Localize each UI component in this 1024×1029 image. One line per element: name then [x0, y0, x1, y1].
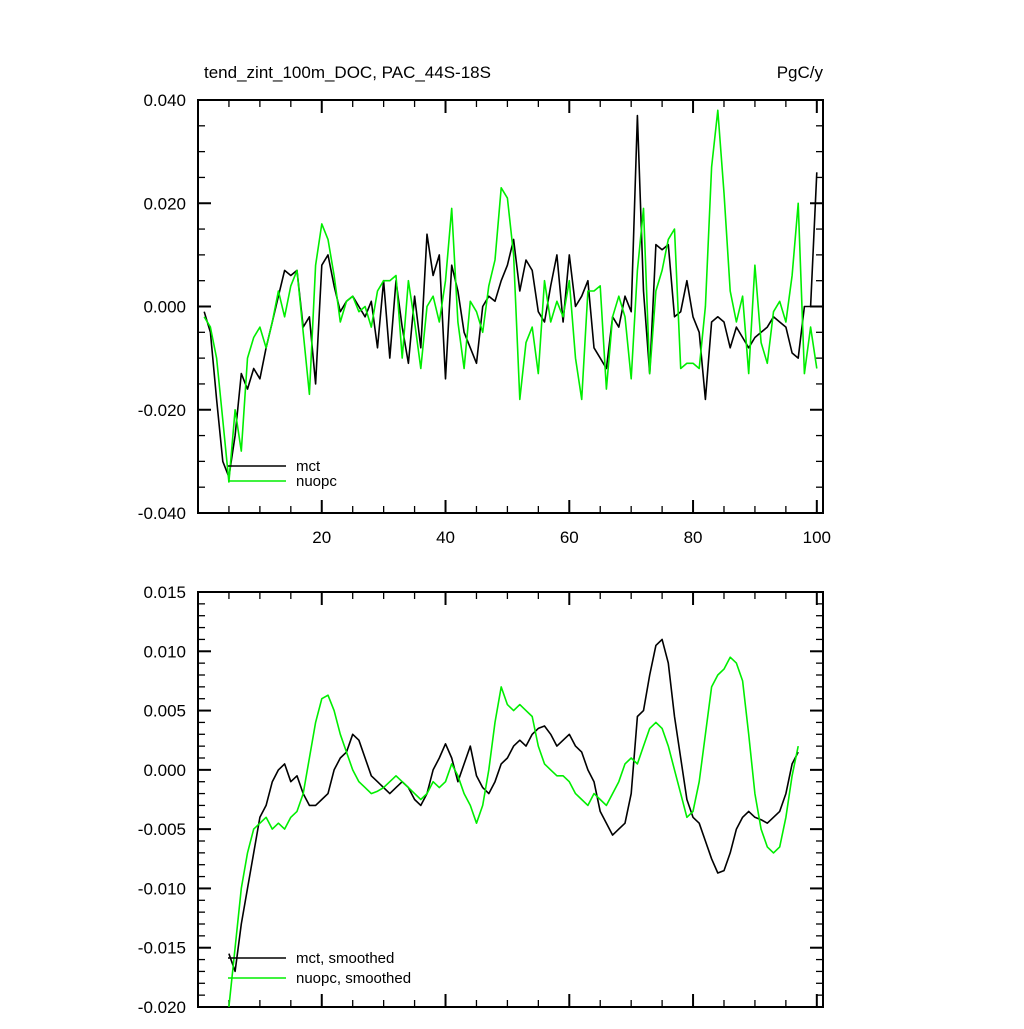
y-tick-label: -0.010	[138, 879, 186, 898]
y-tick-label: 0.000	[143, 298, 186, 317]
series-line-mct	[203, 114, 818, 478]
y-tick-label: -0.020	[138, 998, 186, 1017]
x-tick-label: 80	[684, 528, 703, 547]
series-line-nuopc	[203, 109, 818, 483]
plot-box	[197, 591, 824, 1008]
x-tick-label: 40	[436, 528, 455, 547]
series-line-mct-smoothed	[228, 638, 799, 973]
series-line-nuopc-smoothed	[228, 656, 799, 1007]
x-tick-label: 60	[560, 528, 579, 547]
legend-label: mct, smoothed	[296, 950, 394, 967]
units-label: PgC/y	[776, 63, 823, 82]
legend-label: mct	[296, 458, 321, 475]
legend-label: nuopc	[296, 473, 337, 490]
y-tick-label: 0.040	[143, 91, 186, 110]
y-tick-label: -0.040	[138, 504, 186, 523]
y-tick-label: 0.005	[143, 702, 186, 721]
chart-title: tend_zint_100m_DOC, PAC_44S-18S	[204, 63, 491, 82]
plot-box	[197, 99, 824, 514]
y-tick-label: 0.000	[143, 761, 186, 780]
y-tick-label: -0.015	[138, 939, 186, 958]
chart-bottom: 20406080100-0.020-0.015-0.010-0.0050.000…	[138, 583, 831, 1029]
legend-label: nuopc, smoothed	[296, 970, 411, 987]
y-tick-label: -0.005	[138, 820, 186, 839]
y-tick-label: 0.010	[143, 642, 186, 661]
x-tick-label: 20	[312, 528, 331, 547]
y-tick-label: -0.020	[138, 401, 186, 420]
y-tick-label: 0.015	[143, 583, 186, 602]
chart-top: 20 40 60 80 100 -0.040 -0.020 0.000 0.020 0.040 mc…	[138, 91, 831, 547]
x-tick-label: 100	[803, 528, 831, 547]
y-tick-label: 0.020	[143, 194, 186, 213]
